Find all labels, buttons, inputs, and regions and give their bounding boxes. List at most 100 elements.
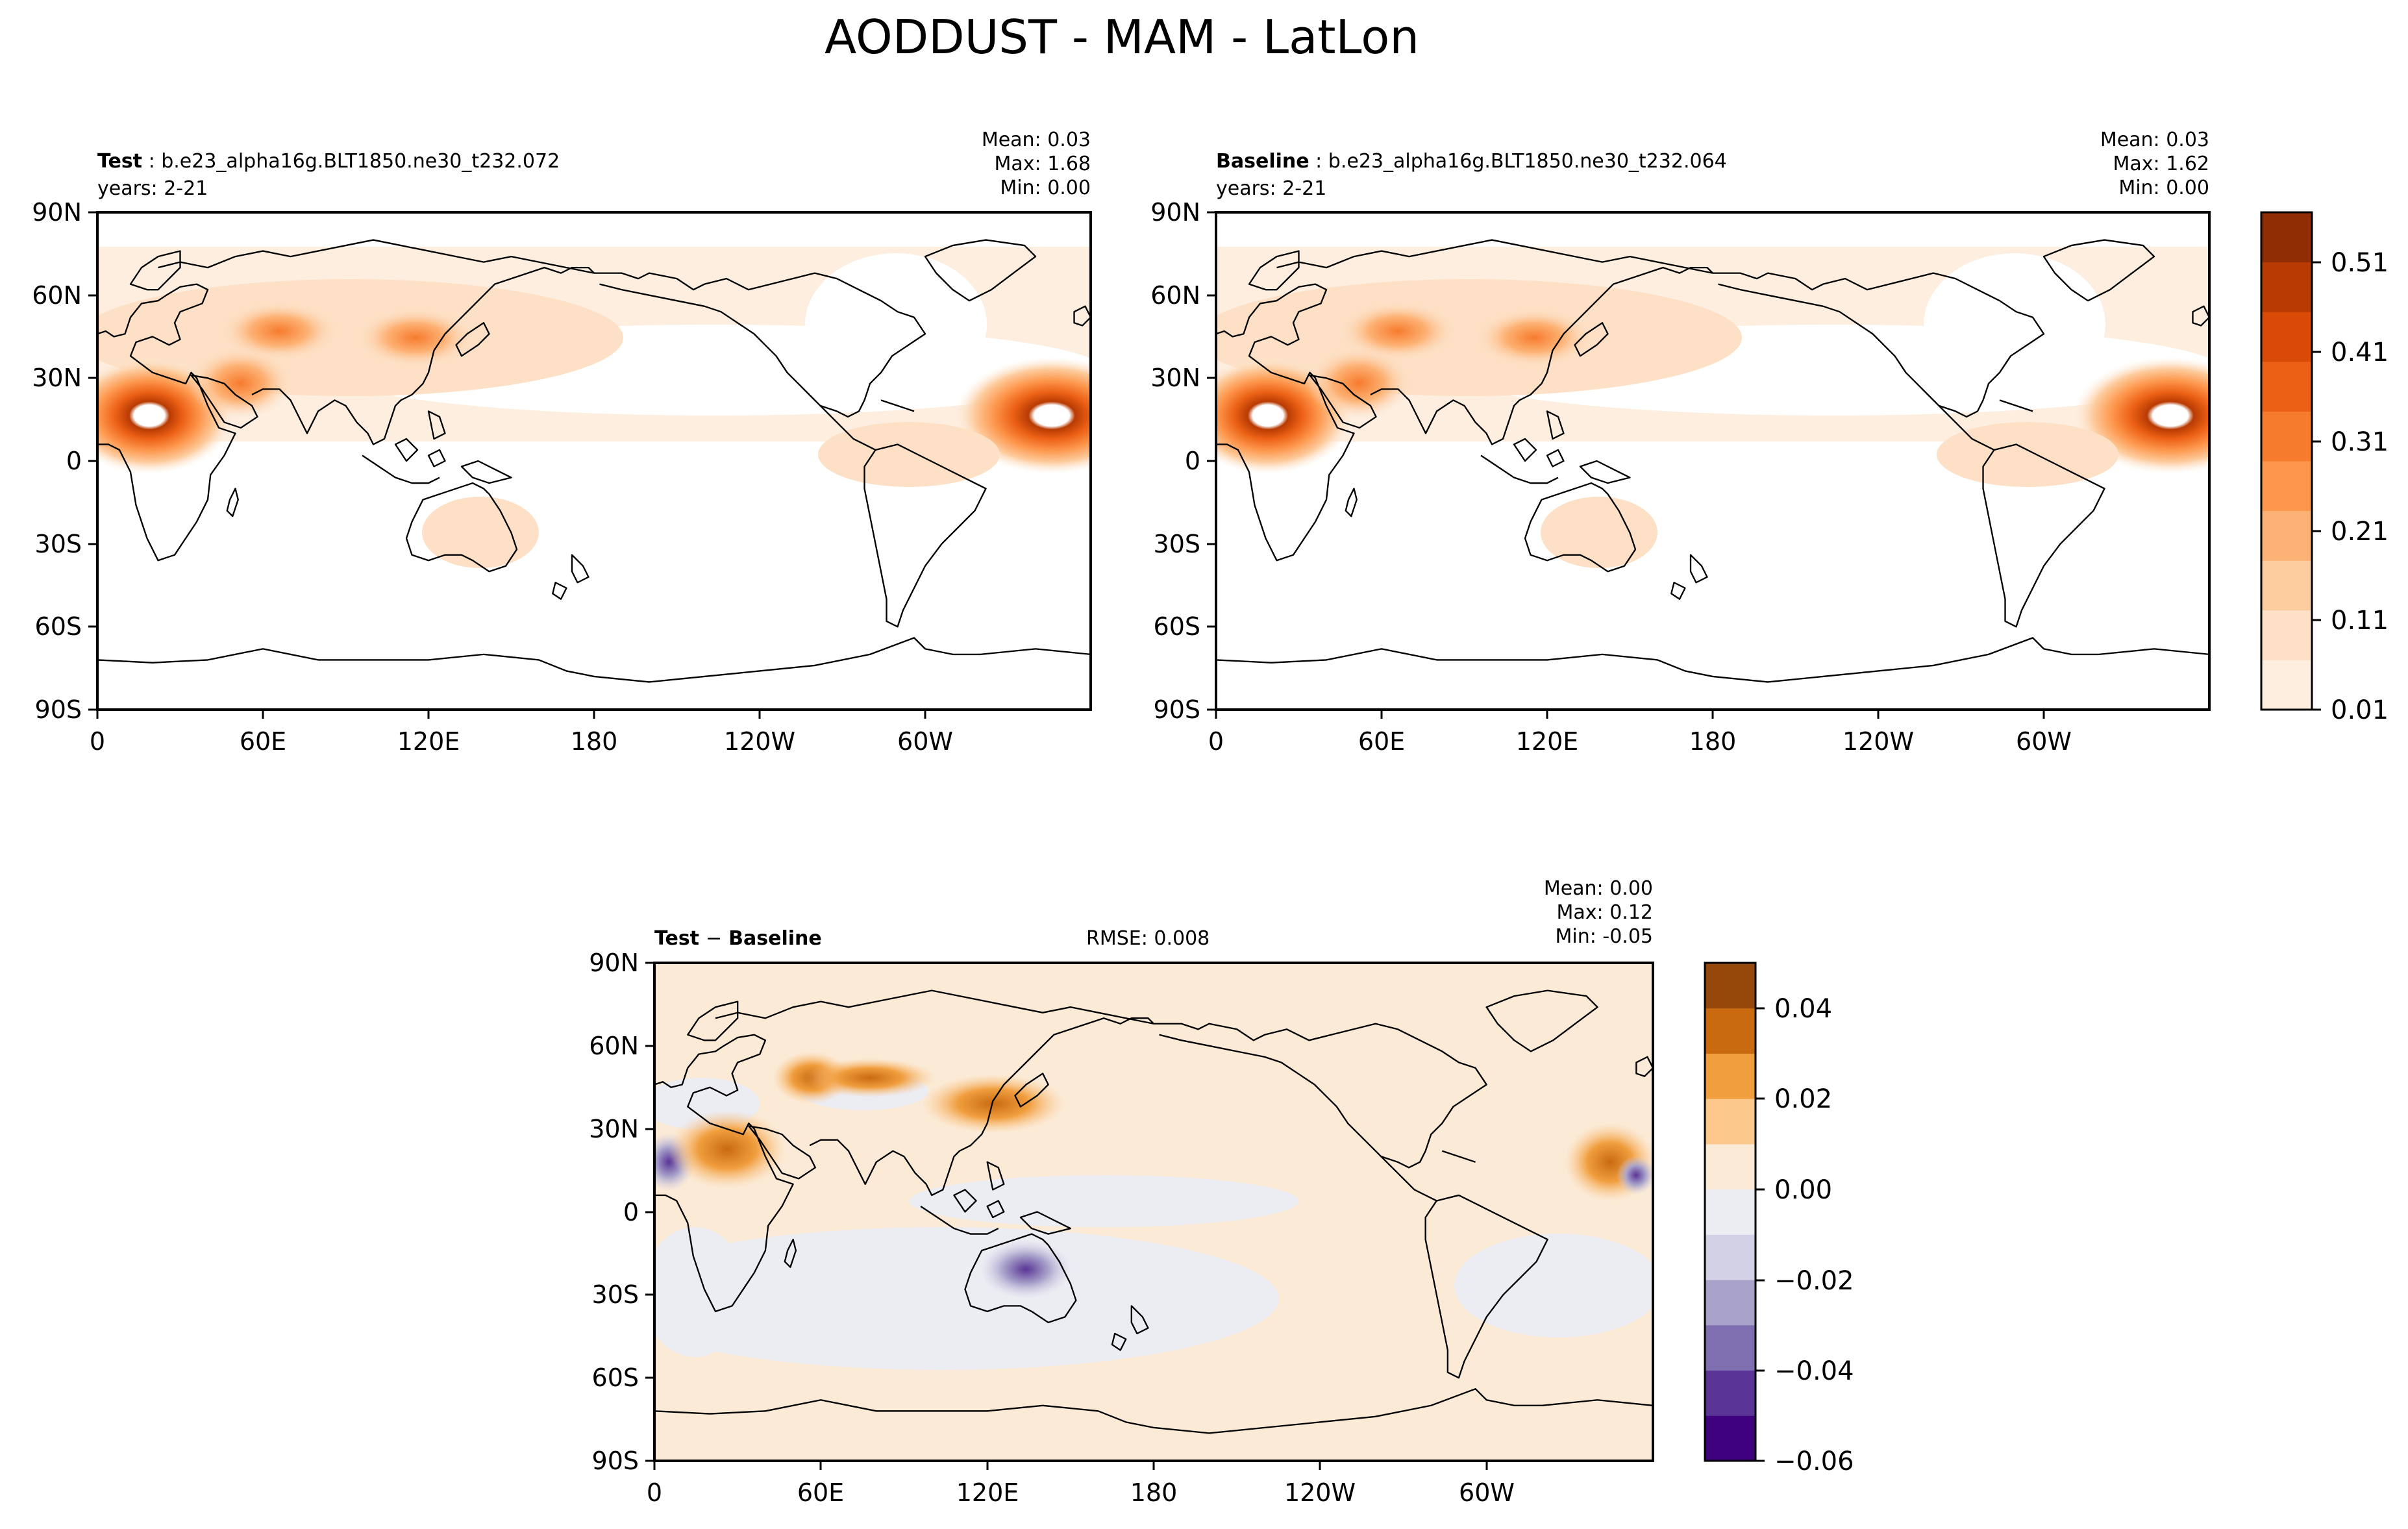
colorbar-tick-label: 0.04 <box>1774 994 1832 1024</box>
panel-baseline: Baseline : b.e23_alpha16g.BLT1850.ne30_t… <box>1150 129 2211 756</box>
x-tick-label: 60E <box>1358 727 1405 756</box>
colorbar-segment <box>2261 660 2312 710</box>
colorbar-segment <box>2261 262 2312 312</box>
colorbar-tick-label: 0.00 <box>1774 1175 1832 1205</box>
colorbar-segment <box>1705 1143 1756 1190</box>
case-name: b.e23_alpha16g.BLT1850.ne30_t232.064 <box>1328 150 1727 173</box>
central-asia-hotspot <box>1339 302 1456 360</box>
y-tick-label: 90S <box>592 1447 639 1475</box>
colorbar-segment <box>2261 560 2312 611</box>
x-tick-label: 0 <box>1208 727 1224 756</box>
panel-label: Test <box>97 150 142 173</box>
x-tick-label: 180 <box>1689 727 1737 756</box>
years-label: years: 2-21 <box>1216 177 1326 200</box>
svg-text:Test : b.e23_alpha16g.BLT1850.: Test : b.e23_alpha16g.BLT1850.ne30_t232.… <box>97 150 560 173</box>
taklamakan-hotspot <box>357 308 474 367</box>
stat-mean: Mean: 0.03 <box>2100 129 2209 151</box>
y-tick-label: 90S <box>1154 695 1200 724</box>
colorbar-segment <box>2261 461 2312 512</box>
colorbar-segment <box>1705 1324 1756 1371</box>
y-tick-label: 0 <box>1185 447 1200 475</box>
x-tick-label: 120W <box>1284 1478 1356 1507</box>
colorbar-tick-label: −0.06 <box>1774 1447 1854 1476</box>
y-tick-label: 30S <box>1154 530 1200 558</box>
years-label: years: 2-21 <box>97 177 208 200</box>
difference-field <box>654 963 1653 1461</box>
axis-ticks <box>1207 211 2045 719</box>
minus-sign: − <box>706 927 722 950</box>
x-tick-label: 120W <box>724 727 795 756</box>
colorbar-frame <box>2260 211 2313 711</box>
y-tick-label: 60S <box>1154 612 1200 641</box>
central-asia-positive <box>805 1058 935 1097</box>
panel-label-test: Test <box>654 927 699 950</box>
australia-dust <box>1541 497 1657 568</box>
australia-negative <box>980 1240 1071 1299</box>
y-tick-label: 0 <box>66 447 82 475</box>
y-tick-label: 90N <box>32 198 82 227</box>
colorbar-tick-label: 0.51 <box>2331 248 2389 278</box>
y-tick-label: 60S <box>592 1363 639 1392</box>
arabia-hotspot <box>1307 347 1411 419</box>
x-tick-label: 0 <box>90 727 105 756</box>
stat-max: Max: 0.12 <box>1557 901 1653 924</box>
figure-title: AODDUST - MAM - LatLon <box>825 10 1419 64</box>
stat-min: Min: -0.05 <box>1556 925 1654 948</box>
y-tick-label: 30N <box>589 1115 639 1143</box>
colorbar-frame <box>1704 962 1757 1462</box>
colorbar-ticks <box>2312 261 2321 711</box>
stat-mean: Mean: 0.03 <box>982 129 1091 151</box>
stat-min: Min: 0.00 <box>1000 177 1091 199</box>
colorbar-segment <box>2261 312 2312 362</box>
y-tick-label: 90S <box>35 695 82 724</box>
taklamakan-hotspot <box>1476 308 1593 367</box>
x-tick-label: 0 <box>647 1478 662 1507</box>
y-tick-label: 30S <box>35 530 82 558</box>
dust-field <box>1216 212 2209 710</box>
colorbar-segment <box>1705 963 1756 1009</box>
colorbar-difference <box>1705 963 1756 1461</box>
rmse-label: RMSE: 0.008 <box>1086 927 1210 950</box>
y-tick-label: 0 <box>623 1198 639 1226</box>
colorbar-tick-label: 0.02 <box>1774 1084 1832 1114</box>
x-tick-label: 60E <box>797 1478 844 1507</box>
x-tick-label: 120E <box>956 1478 1019 1507</box>
colorbar-tick-label: 0.41 <box>2331 338 2389 367</box>
colorbar-segment <box>2261 610 2312 660</box>
x-tick-label: 60W <box>897 727 953 756</box>
y-tick-label: 90N <box>589 949 639 977</box>
x-tick-label: 180 <box>1130 1478 1178 1507</box>
y-tick-label: 90N <box>1150 198 1200 227</box>
colorbar-aod <box>2261 212 2312 710</box>
colorbar-tick-label: −0.04 <box>1774 1356 1854 1386</box>
colorbar-segment <box>1705 1189 1756 1235</box>
colorbar-tick-label: −0.02 <box>1774 1266 1854 1296</box>
colorbar-segment <box>2261 510 2312 561</box>
x-tick-label: 120E <box>397 727 460 756</box>
x-tick-label: 120W <box>1843 727 1914 756</box>
colorbar-segment <box>2261 212 2312 263</box>
colorbar-ticks <box>1756 1007 1765 1462</box>
y-tick-label: 60S <box>35 612 82 641</box>
colorbar-segment <box>2261 411 2312 462</box>
colorbar-segment <box>2261 361 2312 412</box>
panel-difference: Test − Baseline RMSE: 0.008 Mean: 0.00 Max… <box>589 877 1654 1507</box>
colorbar-segment <box>1705 1008 1756 1054</box>
x-tick-label: 60W <box>1459 1478 1515 1507</box>
colorbar-segment <box>1705 1099 1756 1145</box>
colorbar-tick-label: 0.01 <box>2331 695 2389 725</box>
stat-mean: Mean: 0.00 <box>1544 877 1653 900</box>
svg-text:Baseline : b.e23_alpha16g.BLT1: Baseline : b.e23_alpha16g.BLT1850.ne30_t… <box>1216 150 1727 173</box>
svg-text:Test−Baseline: Test − Baseline <box>654 927 822 950</box>
colorbar-segment <box>1705 1370 1756 1416</box>
panel-test: Test : b.e23_alpha16g.BLT1850.ne30_t232.… <box>32 129 1092 756</box>
colorbar-tick-label: 0.21 <box>2331 517 2389 547</box>
australia-dust <box>422 497 539 568</box>
colorbar-segment <box>1705 1280 1756 1326</box>
y-tick-label: 30S <box>592 1280 639 1309</box>
colorbar-segment <box>1705 1234 1756 1280</box>
colorbar-segment <box>1705 1053 1756 1099</box>
x-tick-label: 60W <box>2016 727 2072 756</box>
atlantic-negative <box>1617 1156 1653 1195</box>
